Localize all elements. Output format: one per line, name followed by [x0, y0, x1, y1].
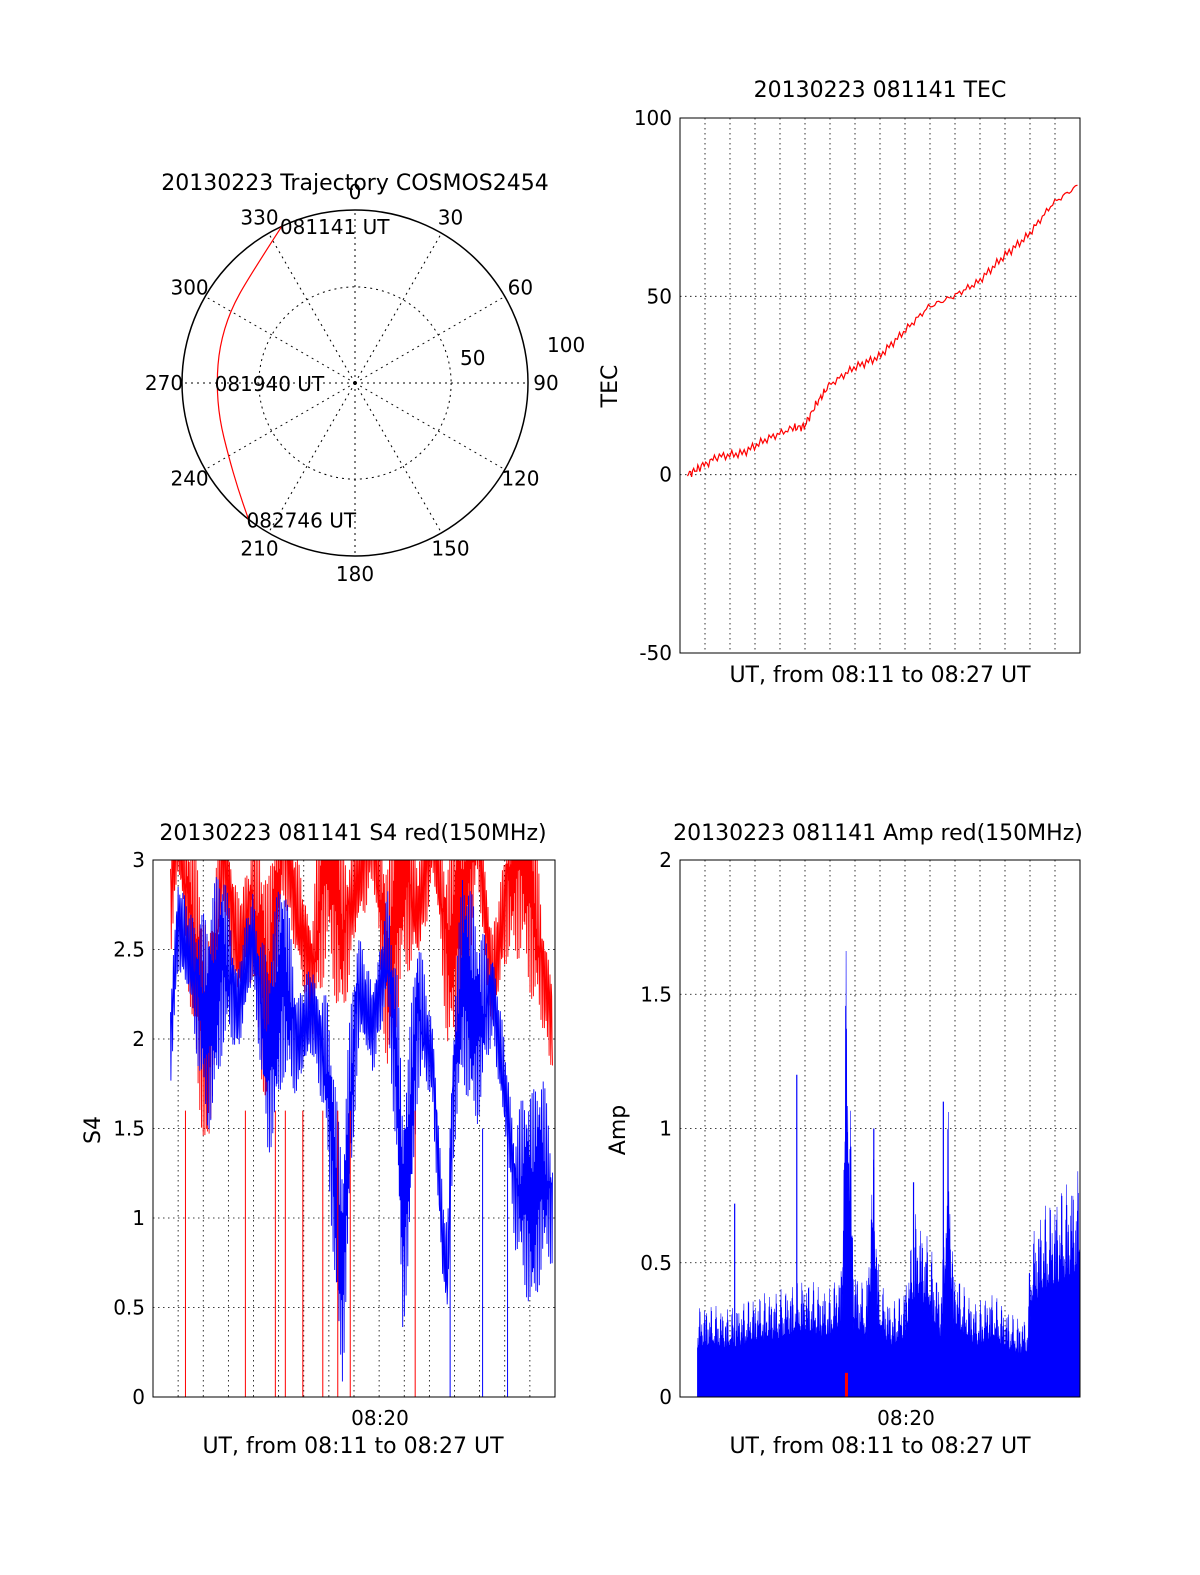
tec-yt-label-100: 100 — [634, 106, 672, 130]
polar-trajectory — [216, 225, 283, 520]
tec-yt-label-50: 50 — [647, 284, 672, 308]
s4-title: 20130223 081141 S4 red(150MHz) — [159, 821, 546, 846]
polar-spoke-240 — [204, 382, 356, 470]
s4-xtick-label: 08:20 — [351, 1406, 409, 1430]
tec-yt-label-0: 0 — [659, 463, 672, 487]
trajectory-path — [216, 225, 283, 520]
tec-y-ticks: -50 0 50 100 — [634, 106, 672, 665]
amp-yt-label-0: 0 — [659, 1385, 672, 1409]
s4-yt-label-1: 1 — [132, 1206, 145, 1230]
s4-yt-label-0.5: 0.5 — [113, 1296, 145, 1320]
amp-xlabel: UT, from 08:11 to 08:27 UT — [729, 1434, 1031, 1459]
tec-series — [686, 184, 1078, 478]
tec-grid — [680, 118, 1080, 653]
radial-label-100: 100 — [547, 333, 585, 357]
tec-frame — [679, 117, 1081, 654]
amp-ylabel: Amp — [606, 1105, 631, 1155]
s4-xlabel: UT, from 08:11 to 08:27 UT — [202, 1434, 504, 1459]
tec-ylabel: TEC — [598, 365, 623, 409]
azimuth-label-240: 240 — [170, 467, 208, 491]
azimuth-label-180: 180 — [336, 562, 374, 586]
trajectory-annotation-1: 081940 UT — [215, 372, 325, 396]
amp-yt-label-1: 1 — [659, 1117, 672, 1141]
amp-xtick-label: 08:20 — [877, 1406, 935, 1430]
azimuth-label-270: 270 — [145, 371, 183, 395]
amp-area — [697, 950, 1081, 1398]
azimuth-label-210: 210 — [240, 536, 278, 560]
polar-spoke-210 — [268, 382, 356, 534]
azimuth-label-90: 90 — [533, 371, 558, 395]
amp-grid — [680, 860, 1080, 1397]
s4-yt-label-1.5: 1.5 — [113, 1117, 145, 1141]
amp-yt-label-0.5: 0.5 — [640, 1251, 672, 1275]
azimuth-label-120: 120 — [501, 467, 539, 491]
azimuth-label-330: 330 — [240, 206, 278, 230]
tec-line — [686, 184, 1078, 478]
s4-yt-label-2: 2 — [132, 1027, 145, 1051]
azimuth-label-300: 300 — [170, 276, 208, 300]
polar-spoke-330 — [268, 232, 356, 384]
amp-yt-label-2: 2 — [659, 848, 672, 872]
s4-frame — [152, 859, 556, 1398]
polar-grid — [181, 209, 529, 557]
trajectory-annotation-2: 082746 UT — [246, 508, 356, 532]
azimuth-label-30: 30 — [438, 206, 463, 230]
amp-series — [697, 950, 1081, 1398]
tec-chart: 20130223 081141 TEC -50 0 50 100 UT, from 0… — [598, 78, 1081, 688]
s4-yt-label-2.5: 2.5 — [113, 938, 145, 962]
s4-series — [170, 860, 553, 1397]
s4-yt-label-0: 0 — [132, 1385, 145, 1409]
amp-frame — [679, 859, 1081, 1398]
polar-spoke-150 — [354, 382, 442, 534]
radial-label-50: 50 — [460, 346, 485, 370]
polar-annotations: 081141 UT 081940 UT 082746 UT — [215, 215, 391, 532]
polar-spoke-30 — [354, 232, 442, 384]
polar-spoke-120 — [354, 382, 506, 470]
polar-azimuth-labels: 0 30 60 90 120 150 180 210 240 270 300 330 — [145, 180, 559, 586]
polar-spoke-60 — [354, 296, 506, 384]
amp-y-ticks: 0 0.5 1 1.5 2 — [640, 848, 672, 1409]
tec-xlabel: UT, from 08:11 to 08:27 UT — [729, 663, 1031, 688]
tec-title: 20130223 081141 TEC — [754, 78, 1007, 103]
azimuth-label-0: 0 — [349, 180, 362, 204]
polar-title: 20130223 Trajectory COSMOS2454 — [161, 171, 548, 196]
polar-outer-circle — [181, 209, 529, 557]
azimuth-label-60: 60 — [508, 276, 533, 300]
s4-y-ticks: 0 0.5 1 1.5 2 2.5 3 — [113, 848, 145, 1409]
trajectory-annotation-0: 081141 UT — [280, 215, 390, 239]
s4-ylabel: S4 — [81, 1116, 106, 1144]
polar-radial-labels: 50 100 — [460, 333, 585, 370]
tec-yt-label--50: -50 — [639, 641, 672, 665]
s4-yt-label-3: 3 — [132, 848, 145, 872]
polar-spoke-300 — [204, 296, 356, 384]
s4-plot-area — [170, 860, 553, 1397]
azimuth-label-150: 150 — [431, 536, 469, 560]
s4-series-blue — [170, 877, 553, 1382]
amp-chart: 20130223 081141 Amp red(150MHz) 0 0.5 1 1.5… — [606, 821, 1083, 1459]
polar-trajectory-chart: 20130223 Trajectory COSMOS2454 0 30 60 90 12… — [145, 171, 585, 586]
amp-title: 20130223 081141 Amp red(150MHz) — [673, 821, 1083, 846]
s4-chart: 20130223 081141 S4 red(150MHz) 0 0.5 1 1.5 2… — [81, 821, 556, 1459]
amp-yt-label-1.5: 1.5 — [640, 982, 672, 1006]
